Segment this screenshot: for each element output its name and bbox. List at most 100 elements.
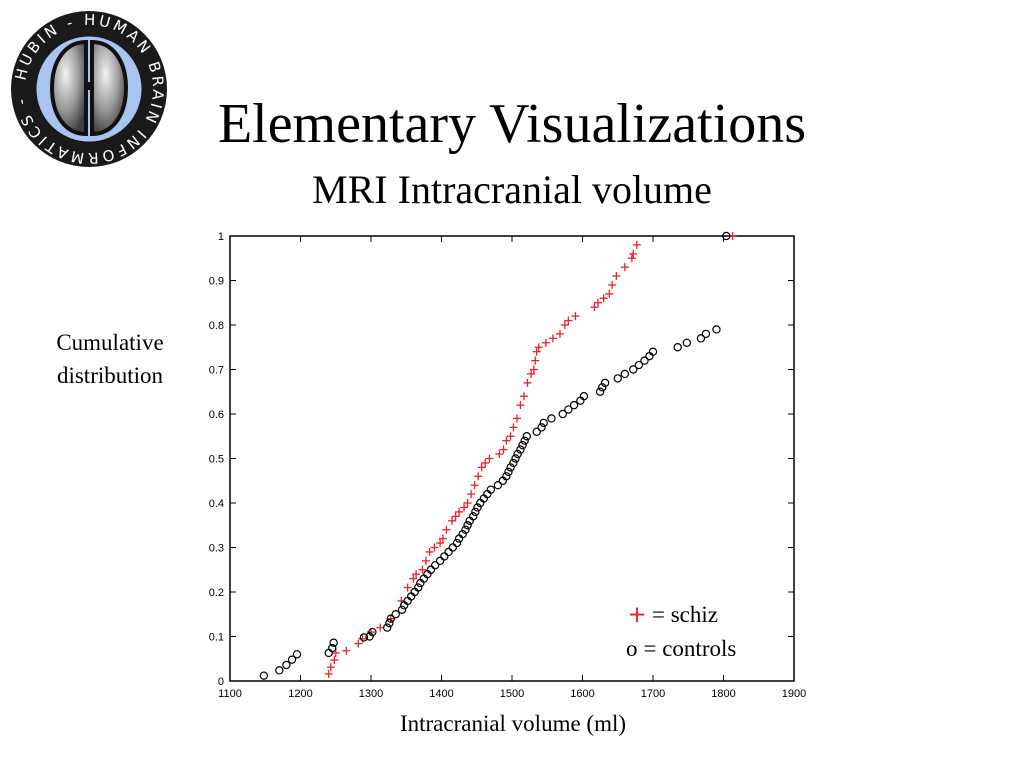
schiz-point (608, 280, 617, 289)
controls-point (383, 623, 392, 632)
schiz-point (512, 414, 521, 423)
schiz-point (409, 574, 418, 583)
schiz-point (326, 663, 335, 672)
y-tick-label: 0.6 (209, 409, 224, 421)
x-tick-label: 1700 (641, 688, 665, 700)
controls-point (722, 231, 731, 241)
controls-point (391, 610, 400, 619)
controls-point (520, 436, 529, 445)
schiz-point (531, 356, 540, 365)
controls-point (368, 627, 377, 637)
schiz-point (485, 454, 494, 463)
legend-label-controls: = controls (643, 636, 737, 661)
y-tick-label: 0.5 (209, 454, 224, 466)
schiz-point (590, 303, 599, 312)
schiz-point (599, 294, 608, 303)
controls-point (282, 660, 291, 670)
schiz-point (425, 547, 434, 556)
x-axis-label: Intracranial volume (ml) (399, 711, 627, 736)
controls-point (620, 369, 630, 379)
controls-point (634, 360, 644, 370)
controls-point (275, 666, 284, 675)
controls-point (444, 547, 453, 557)
controls-point (712, 325, 721, 334)
schiz-point (529, 365, 538, 374)
schiz-point (438, 534, 447, 543)
schiz-point (442, 525, 451, 534)
controls-point (600, 378, 610, 388)
schiz-point (534, 343, 543, 352)
schiz-point (470, 481, 479, 490)
legend: + = schiz o = controls (626, 598, 736, 666)
schiz-point (571, 312, 580, 321)
controls-point (259, 671, 269, 680)
schiz-point (376, 623, 385, 632)
controls-point (359, 633, 369, 642)
slide-title: Elementary Visualizations (217, 93, 807, 155)
controls-point (532, 427, 541, 436)
schiz-point (477, 463, 486, 472)
y-axis-label-line-2: distribution (56, 363, 164, 388)
schiz-point (605, 289, 614, 298)
schiz-point (358, 634, 367, 643)
schiz-point (560, 321, 569, 329)
schiz-point (612, 272, 621, 281)
controls-point (701, 329, 711, 339)
brain-icon (49, 39, 129, 137)
x-tick-label: 1200 (288, 688, 312, 700)
schiz-point (403, 583, 412, 592)
schiz-point (629, 249, 638, 258)
schiz-point (463, 499, 472, 507)
controls-point (640, 356, 649, 365)
y-tick-label: 0.3 (209, 543, 224, 555)
legend-symbol-schiz: + (627, 602, 647, 628)
controls-point (473, 503, 482, 512)
controls-point (426, 565, 436, 574)
controls-point (504, 467, 513, 477)
controls-point (648, 347, 658, 356)
x-tick-label: 1600 (570, 688, 594, 700)
schiz-point (481, 458, 490, 467)
controls-point (463, 521, 472, 530)
schiz-point (502, 436, 511, 445)
controls-point (569, 400, 579, 410)
controls-point (287, 655, 297, 664)
schiz-point (541, 338, 550, 347)
schiz-point (474, 472, 483, 481)
controls-point (493, 481, 503, 490)
controls-point (613, 374, 622, 383)
controls-point (598, 383, 607, 392)
controls-point (469, 512, 478, 521)
y-tick-label: 0.8 (209, 320, 224, 332)
schiz-point (448, 516, 457, 525)
y-axis-label: Cumulative distribution (30, 326, 190, 392)
schiz-point (516, 401, 525, 410)
schiz-point (548, 334, 557, 343)
legend-item-controls: o = controls (626, 632, 736, 666)
y-tick-label: 0.4 (209, 498, 224, 510)
y-tick-label: 0.7 (209, 365, 224, 377)
legend-item-schiz: + = schiz (626, 598, 736, 632)
controls-point (558, 409, 567, 419)
controls-point (502, 472, 511, 481)
schiz-point (527, 369, 536, 378)
controls-point (471, 507, 480, 517)
schiz-point (594, 298, 603, 307)
controls-point (537, 423, 546, 432)
controls-point (509, 458, 518, 468)
schiz-point (620, 263, 629, 272)
y-tick-label: 0.1 (209, 632, 224, 644)
schiz-point (436, 539, 445, 548)
controls-point (324, 648, 333, 658)
controls-point (385, 618, 394, 628)
schiz-point (386, 614, 395, 623)
schiz-point (499, 445, 508, 454)
schiz-point (451, 512, 460, 521)
schiz-point (555, 329, 564, 338)
controls-point (506, 463, 515, 472)
controls-point (414, 583, 423, 592)
controls-point (329, 638, 338, 647)
controls-point (516, 445, 525, 454)
controls-point (682, 338, 692, 347)
